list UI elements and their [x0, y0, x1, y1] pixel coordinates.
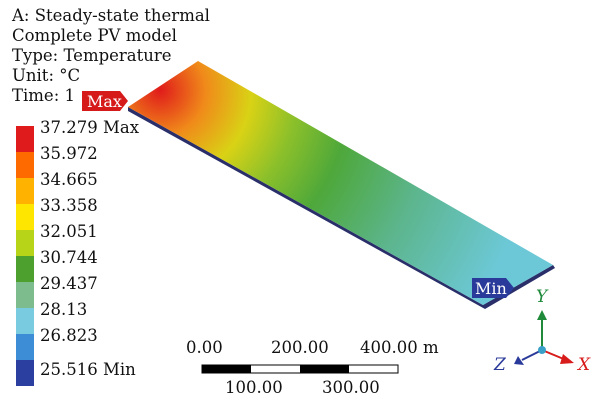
legend-label: 32.051: [40, 222, 98, 241]
legend-swatch: [16, 126, 34, 152]
legend-swatch: [16, 152, 34, 178]
legend-item: 32.051: [16, 222, 236, 256]
scale-bar: [201, 364, 399, 374]
legend-swatch: [16, 360, 34, 386]
scale-segment-1: [202, 365, 251, 373]
scale-segment-3: [300, 365, 349, 373]
scale-label-400: 400.00 m: [360, 338, 439, 357]
legend-item: 26.823: [16, 326, 236, 360]
coordinate-triad[interactable]: Y X Z: [493, 287, 591, 375]
result-type: Type: Temperature: [12, 46, 172, 65]
legend-label: 26.823: [40, 326, 98, 345]
legend-label: 29.437: [40, 274, 98, 293]
x-axis-label: X: [576, 355, 591, 375]
triad-origin: [538, 346, 546, 354]
legend-swatch: [16, 282, 34, 308]
result-unit: Unit: °C: [12, 66, 81, 85]
legend-swatch: [16, 230, 34, 256]
legend-item: 37.279 Max: [16, 118, 236, 152]
min-marker[interactable]: Min: [472, 278, 514, 298]
pv-panel-surface[interactable]: [128, 61, 553, 305]
legend-item: 28.13: [16, 300, 236, 334]
min-marker-label: Min: [475, 279, 507, 298]
legend-item: 33.358: [16, 196, 236, 230]
legend-label: 33.358: [40, 196, 98, 215]
legend-item: 35.972: [16, 144, 236, 178]
z-axis-arrow: [514, 356, 524, 365]
legend-swatch: [16, 256, 34, 282]
y-axis-arrow: [537, 310, 547, 320]
result-header: A: Steady-state thermal Complete PV mode…: [12, 6, 210, 106]
result-time: Time: 1: [12, 86, 75, 105]
legend-item: 25.516 Min: [16, 360, 236, 386]
x-axis-arrow: [560, 354, 574, 364]
legend-item: 30.744: [16, 248, 236, 282]
legend-label: 34.665: [40, 170, 98, 189]
scale-label-200: 200.00: [271, 338, 329, 357]
scale-label-0: 0.00: [186, 338, 223, 357]
legend-label: 35.972: [40, 144, 98, 163]
max-marker[interactable]: Max: [82, 91, 128, 111]
legend-label: 37.279 Max: [40, 118, 140, 137]
legend-swatch: [16, 204, 34, 230]
y-axis-label: Y: [536, 287, 549, 307]
legend-label: 25.516 Min: [40, 360, 136, 379]
legend-item: 34.665: [16, 170, 236, 204]
scale-label-300: 300.00: [322, 378, 380, 397]
max-marker-label: Max: [87, 92, 122, 111]
z-axis-label: Z: [493, 355, 507, 375]
analysis-title: A: Steady-state thermal: [12, 6, 210, 25]
legend-item: 29.437: [16, 274, 236, 308]
model-name: Complete PV model: [12, 26, 177, 45]
legend-swatch: [16, 178, 34, 204]
legend-label: 30.744: [40, 248, 98, 267]
legend-swatch: [16, 334, 34, 360]
legend-swatch: [16, 308, 34, 334]
scale-label-100: 100.00: [225, 378, 283, 397]
legend-label: 28.13: [40, 300, 88, 319]
